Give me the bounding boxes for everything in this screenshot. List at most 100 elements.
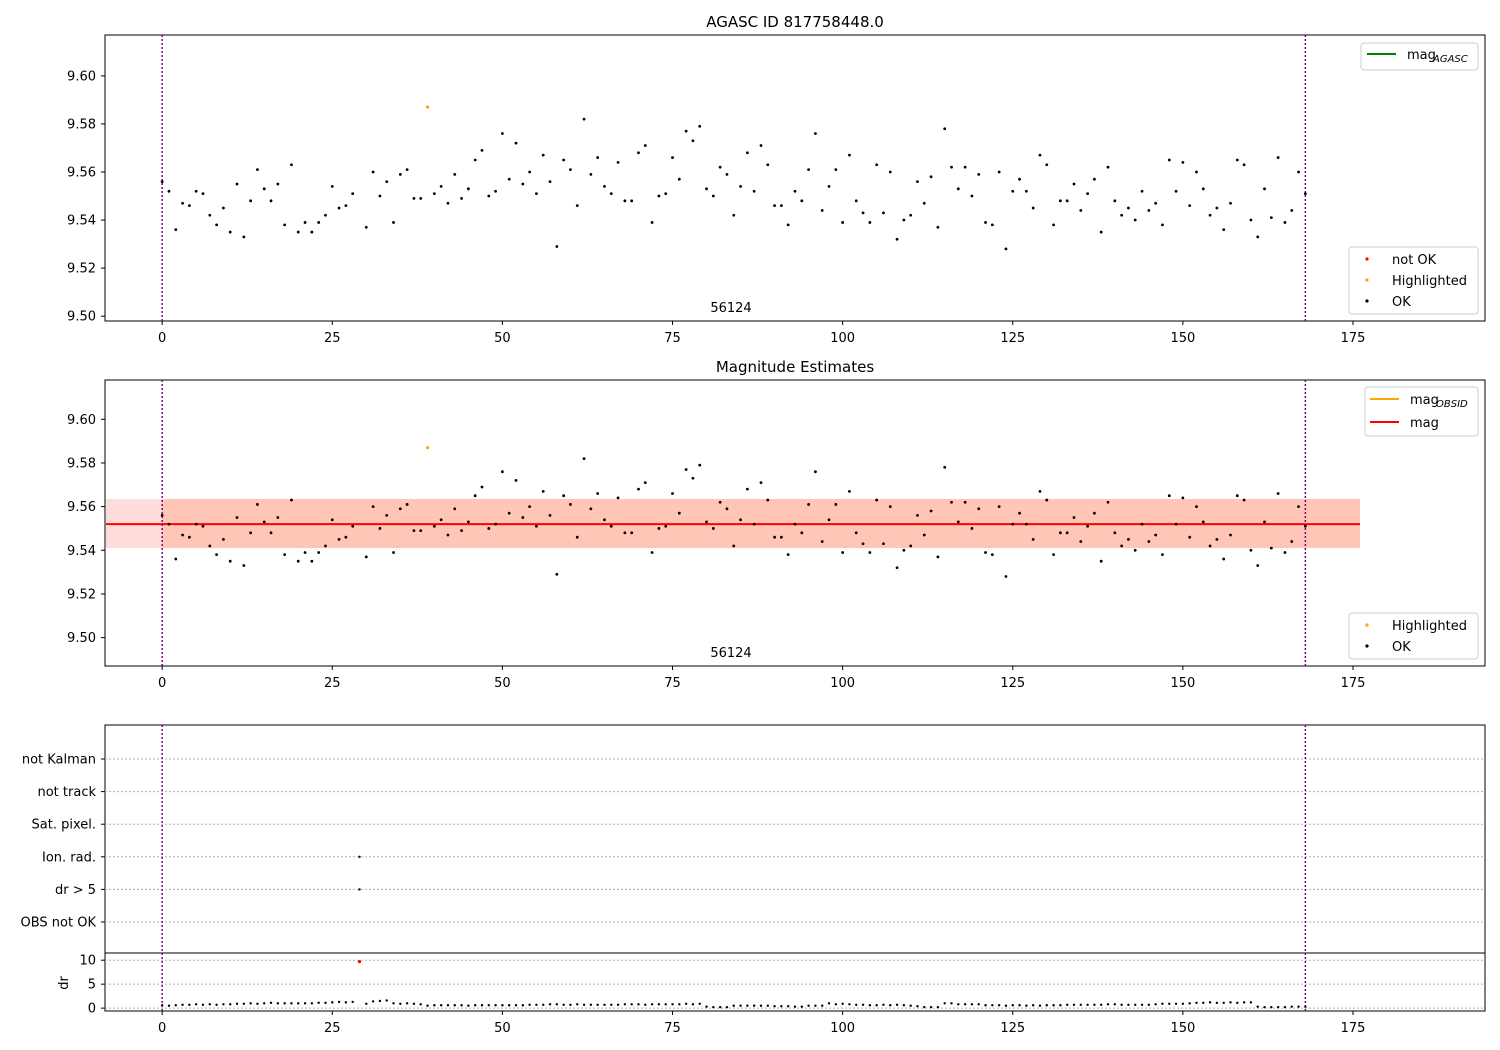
agasc-x-tick-label: 0: [158, 331, 166, 346]
ok-point: [535, 192, 538, 196]
ok-point: [766, 163, 770, 167]
ok-point: [848, 153, 851, 157]
ok-point: [943, 465, 947, 469]
dr-point: [977, 1003, 980, 1006]
ok-point: [371, 505, 375, 509]
ok-point: [167, 522, 171, 526]
dr-point: [671, 1003, 674, 1006]
ok-point: [187, 535, 191, 539]
dr-point: [1242, 1001, 1246, 1004]
dr-point: [637, 1003, 640, 1006]
agasc-legend-label: mag: [1407, 48, 1436, 63]
dr-point: [344, 1001, 348, 1004]
dr-point: [419, 1003, 422, 1006]
agasc-x-tick-label: 50: [494, 331, 511, 346]
ok-point: [861, 542, 865, 546]
ok-point: [711, 527, 715, 530]
dr-point: [875, 1004, 878, 1007]
ok-point: [296, 230, 300, 234]
ok-point: [759, 144, 763, 147]
dr-axis-label: dr: [57, 976, 72, 990]
ok-point: [330, 518, 334, 522]
ok-point: [1147, 540, 1151, 543]
ok-point: [453, 507, 457, 511]
agasc-y-tick-label: 9.52: [67, 262, 96, 277]
flags-x-tick-label: 25: [324, 1021, 341, 1036]
dr-tick-label: 0: [88, 1002, 96, 1017]
dr-point: [412, 1002, 416, 1006]
ok-point: [705, 520, 708, 524]
ok-point: [235, 182, 239, 186]
dr-point: [895, 1003, 899, 1006]
dr-point: [882, 1003, 885, 1006]
ok-point: [1024, 189, 1028, 193]
ok-point: [412, 529, 416, 533]
flag-label: not Kalman: [22, 753, 96, 768]
ok-point: [963, 500, 967, 504]
dr-point: [596, 1003, 599, 1006]
legend-label: not OK: [1392, 253, 1437, 268]
highlighted-point: [425, 446, 430, 450]
dr-point: [351, 1000, 354, 1004]
agasc-x-tick-label: 75: [664, 331, 681, 346]
dr-point: [657, 1003, 661, 1006]
ok-point: [351, 524, 355, 528]
dr-point: [392, 1002, 395, 1005]
ok-point: [344, 204, 348, 208]
dr-point: [861, 1003, 865, 1006]
dr-point: [1065, 1003, 1069, 1006]
ok-point: [466, 187, 470, 191]
dr-point: [208, 1003, 211, 1006]
ok-point: [160, 513, 164, 517]
flags-panel: not Kalman not track Sat. pixel. Ion. rad. d…: [21, 724, 1486, 1036]
ok-point: [950, 500, 953, 504]
ok-point: [1113, 531, 1117, 535]
flags-x-tick-label: 150: [1170, 1021, 1195, 1036]
ok-point: [1052, 553, 1055, 557]
dr-point: [664, 1003, 667, 1006]
ok-point: [1024, 522, 1028, 526]
ok-point: [487, 194, 491, 198]
dr-point: [1086, 1003, 1089, 1006]
ok-point: [834, 168, 838, 171]
magnitude-y-tick-label: 9.50: [67, 631, 96, 646]
dr-point: [1140, 1003, 1144, 1006]
agasc-obsid-label: 56124: [710, 301, 751, 316]
dr-point: [473, 1004, 477, 1007]
dr-point: [324, 1001, 327, 1005]
ok-point: [494, 189, 497, 193]
ok-point: [269, 199, 273, 203]
dr-point: [739, 1004, 742, 1007]
dr-point: [759, 1004, 763, 1007]
agasc-x-tick-label: 125: [1000, 331, 1025, 346]
flag-label: not track: [37, 785, 96, 800]
ok-point: [385, 513, 389, 517]
ok-point: [235, 516, 239, 519]
ok-point: [392, 551, 395, 554]
ok-point: [922, 533, 926, 537]
dr-point: [1229, 1001, 1232, 1004]
dr-point: [399, 1002, 402, 1006]
ok-point: [807, 503, 811, 506]
dr-point: [269, 1001, 273, 1005]
agasc-y-tick-label: 9.54: [67, 214, 96, 229]
ok-point: [174, 557, 178, 561]
dr-point: [889, 1004, 892, 1007]
ok-point: [535, 524, 538, 528]
ok-point: [453, 172, 457, 176]
dr-point: [1072, 1003, 1076, 1006]
ok-point: [589, 507, 593, 511]
ok-point: [1045, 163, 1049, 167]
ok-point: [1011, 522, 1015, 526]
ok-point: [432, 192, 436, 196]
ok-point: [882, 542, 885, 546]
ok-point: [187, 204, 191, 208]
dr-point: [1208, 1001, 1212, 1004]
ok-point: [1222, 228, 1226, 232]
ok-point: [827, 185, 831, 188]
magnitude-x-tick-label: 50: [494, 676, 511, 691]
flags-plot-area: [104, 724, 1486, 1012]
flags-points: [160, 855, 1307, 1009]
agasc-y-tick-label: 9.60: [67, 69, 96, 84]
ok-point: [589, 172, 593, 176]
